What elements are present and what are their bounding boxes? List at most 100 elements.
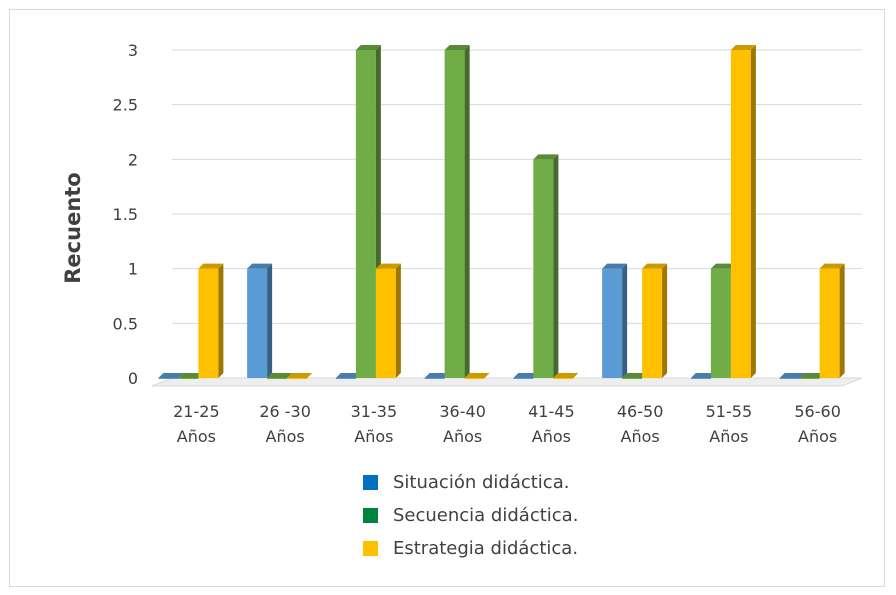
- bar-top: [444, 45, 470, 50]
- bar: [513, 373, 539, 379]
- bar-front: [247, 268, 268, 378]
- floor: [151, 377, 863, 387]
- bar: [642, 263, 668, 378]
- y-tick-label: 2: [128, 150, 138, 169]
- bar-front: [375, 268, 396, 378]
- bar-top: [710, 263, 736, 269]
- y-tick-label: 0.5: [113, 314, 138, 333]
- bar-front: [779, 378, 800, 379]
- bar-front: [553, 378, 574, 379]
- x-tick-label: Años: [621, 427, 660, 446]
- bar-top: [779, 373, 805, 378]
- x-tick-label: 46-50: [617, 402, 664, 421]
- y-tick-label: 2.5: [113, 96, 138, 115]
- bar: [158, 373, 184, 379]
- x-axis-ticks: 21-25 Años 26 -30 Años 31-35 Años 36-40 Años 41-…: [173, 402, 841, 446]
- legend-swatch: [363, 475, 378, 490]
- bar-front: [710, 268, 731, 378]
- bar-top: [602, 263, 628, 269]
- bar-front: [602, 268, 623, 378]
- y-tick-label: 3: [128, 41, 138, 60]
- bar: [622, 373, 648, 379]
- legend-swatch: [363, 541, 378, 556]
- bar-top: [799, 373, 825, 378]
- x-tick-label: 36-40: [439, 402, 486, 421]
- bar-top: [267, 373, 293, 378]
- bar-top: [424, 373, 450, 378]
- bar-front: [444, 50, 465, 378]
- bar-side: [750, 45, 756, 378]
- bar-front: [178, 378, 199, 379]
- bar-front: [819, 268, 840, 378]
- bar-front: [198, 268, 219, 378]
- bars: [158, 45, 845, 379]
- x-tick-label: Años: [798, 427, 837, 446]
- bar: [690, 373, 716, 379]
- legend-label: Secuencia didáctica.: [393, 505, 578, 526]
- legend-item: Situación didáctica.: [363, 472, 569, 493]
- bar-front: [730, 50, 751, 378]
- bar: [553, 373, 579, 379]
- bar-top: [622, 373, 648, 378]
- x-tick-label: 31-35: [351, 402, 398, 421]
- bar-top: [198, 263, 224, 269]
- bar-side: [622, 263, 628, 378]
- y-tick-label: 0: [128, 369, 138, 388]
- bar-top: [247, 263, 273, 269]
- bar-front: [533, 159, 554, 378]
- bar-top: [730, 45, 756, 50]
- bar: [424, 373, 450, 379]
- legend: Situación didáctica. Secuencia didáctica.…: [363, 472, 578, 559]
- bar-side: [267, 263, 273, 378]
- x-tick-label: 21-25: [173, 402, 220, 421]
- x-tick-label: Años: [709, 427, 748, 446]
- bar: [267, 373, 293, 379]
- bar-front: [622, 378, 643, 379]
- bar-side: [395, 263, 401, 378]
- bar-front: [287, 378, 308, 379]
- bar: [198, 263, 224, 378]
- bar-front: [158, 378, 179, 379]
- legend-item: Secuencia didáctica.: [363, 505, 578, 526]
- x-tick-label: Años: [177, 427, 216, 446]
- bar: [247, 263, 273, 378]
- legend-label: Estrategia didáctica.: [393, 538, 578, 559]
- bar: [335, 373, 361, 379]
- bar-side: [553, 154, 559, 378]
- bar-front: [642, 268, 663, 378]
- legend-label: Situación didáctica.: [393, 472, 569, 493]
- bar: [730, 45, 756, 378]
- x-tick-label: 51-55: [706, 402, 753, 421]
- bar-top: [464, 373, 490, 378]
- bar: [287, 373, 313, 379]
- bar-top: [513, 373, 539, 378]
- y-tick-label: 1: [128, 260, 138, 279]
- bar-top: [375, 263, 401, 269]
- bar: [819, 263, 845, 378]
- bar-front: [464, 378, 485, 379]
- bar-top: [553, 373, 579, 378]
- legend-swatch: [363, 508, 378, 523]
- bar-top: [642, 263, 668, 269]
- bar-front: [799, 378, 820, 379]
- bar: [602, 263, 628, 378]
- bar-side: [218, 263, 224, 378]
- bar: [375, 263, 401, 378]
- bar-top: [158, 373, 184, 378]
- bar: [178, 373, 204, 379]
- bar-side: [662, 263, 668, 378]
- x-tick-label: Años: [443, 427, 482, 446]
- bar-top: [355, 45, 381, 50]
- bar: [464, 373, 490, 379]
- bar: [799, 373, 825, 379]
- x-tick-label: 56-60: [794, 402, 841, 421]
- legend-item: Estrategia didáctica.: [363, 538, 578, 559]
- bar-front: [355, 50, 376, 378]
- x-tick-label: Años: [532, 427, 571, 446]
- bar-top: [690, 373, 716, 378]
- x-tick-label: Años: [266, 427, 305, 446]
- y-axis-ticks: 0 0.5 1 1.5 2 2.5 3: [113, 41, 138, 388]
- bar-front: [424, 378, 445, 379]
- bar-top: [335, 373, 361, 378]
- bar-top: [287, 373, 313, 378]
